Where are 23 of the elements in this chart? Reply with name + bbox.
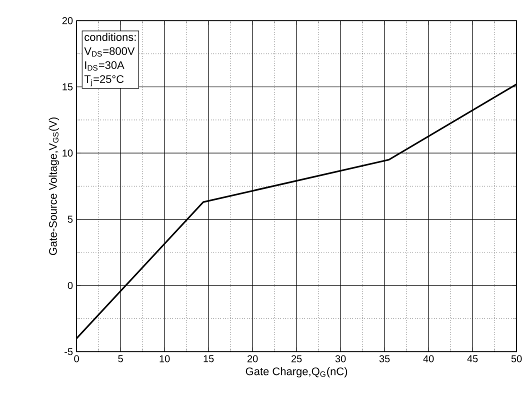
y-tick-label: 0 xyxy=(68,282,73,290)
y-tick-label: -5 xyxy=(64,348,73,356)
x-tick-label: 0 xyxy=(74,355,79,362)
x-tick-label: 5 xyxy=(118,355,123,362)
x-tick-label: 25 xyxy=(292,355,302,362)
x-tick-label: 15 xyxy=(204,355,214,362)
x-tick-label: 45 xyxy=(467,355,478,362)
y-tick-label: 20 xyxy=(62,17,73,24)
annotation: conditions: xyxy=(84,32,136,41)
x-tick-label: 30 xyxy=(335,355,346,362)
annotation: V$_{DS}$=800V xyxy=(84,47,135,57)
x-tick-label: 40 xyxy=(423,355,434,362)
x-tick-label: 35 xyxy=(379,355,390,362)
y-tick-label: 10 xyxy=(62,150,73,157)
x-axis-title: Gate Charge,Q$_{G}$(nC) xyxy=(246,367,348,378)
x-tick-label: 50 xyxy=(511,355,522,362)
y-axis-title: Gate-Source Voltage,V$_{GS}$(V) xyxy=(48,117,60,256)
annotation: I$_{DS}$=30A xyxy=(85,61,124,71)
x-tick-label: 10 xyxy=(160,355,170,362)
y-tick-label: 15 xyxy=(62,83,73,90)
x-tick-label: 20 xyxy=(248,355,258,362)
y-tick-label: 5 xyxy=(68,216,73,223)
annotation: T$_{j}$=25°C xyxy=(84,75,124,86)
